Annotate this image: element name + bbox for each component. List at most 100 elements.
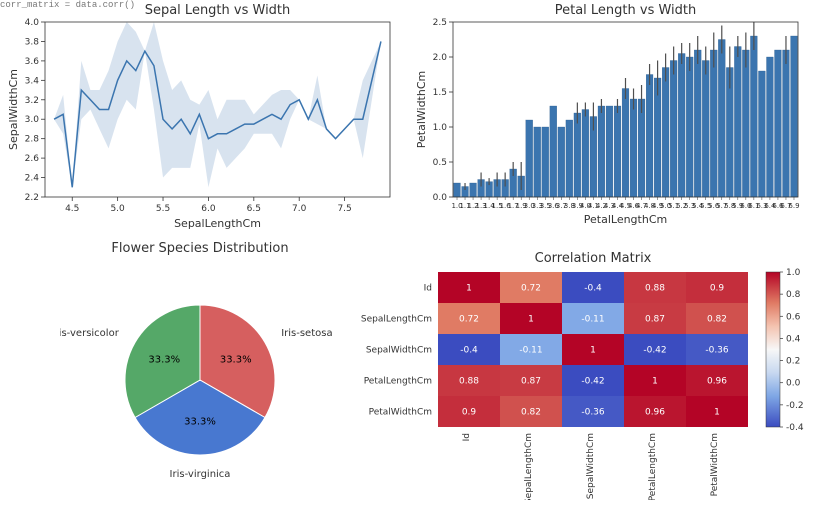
cbar-tick: 0.4 xyxy=(786,334,801,344)
bar xyxy=(662,68,669,198)
line-ci-band xyxy=(54,22,381,187)
heat-annot: 0.87 xyxy=(521,377,541,387)
heat-annot: 0.96 xyxy=(645,408,665,418)
line-ytick: 3.8 xyxy=(25,37,40,47)
bar xyxy=(750,36,757,197)
pie-label: Iris-virginica xyxy=(170,469,231,480)
bar-xtick: 6.9 xyxy=(788,202,799,210)
bar xyxy=(454,183,461,197)
bar xyxy=(775,50,782,197)
cbar-tick: 0.8 xyxy=(786,290,801,300)
heat-annot: 1 xyxy=(590,346,596,356)
bar xyxy=(606,106,613,197)
bar xyxy=(742,50,749,197)
bar-ytick: 0.0 xyxy=(433,193,448,203)
line-xtick: 4.5 xyxy=(65,204,79,214)
line-ytick: 2.6 xyxy=(25,154,40,164)
heat-xlabel: SepalLengthCm xyxy=(524,433,534,500)
colorbar xyxy=(766,272,780,427)
heat-ylabel: PetalWidthCm xyxy=(369,408,432,418)
heat-ylabel: SepalWidthCm xyxy=(366,346,432,356)
bar-ytick: 1.0 xyxy=(433,123,448,133)
pie-pct: 33.3% xyxy=(184,416,216,427)
pie-pct: 33.3% xyxy=(220,354,252,365)
heat-ylabel: SepalLengthCm xyxy=(361,315,432,325)
bar xyxy=(758,71,765,197)
heat-annot: -0.11 xyxy=(519,346,542,356)
bar xyxy=(582,110,589,198)
heat-annot: 0.72 xyxy=(459,315,479,325)
bar xyxy=(767,57,774,197)
figure-root: corr_matrix = data.corr() Sepal Length v… xyxy=(0,0,813,517)
bar xyxy=(694,50,701,197)
heat-annot: -0.4 xyxy=(460,346,478,356)
pie-label: Iris-setosa xyxy=(281,328,332,339)
cbar-tick: -0.4 xyxy=(786,423,804,433)
heat-annot: -0.4 xyxy=(584,284,602,294)
bar xyxy=(686,57,693,197)
bar xyxy=(646,75,653,198)
heat-annot: -0.11 xyxy=(581,315,604,325)
line-ytick: 3.0 xyxy=(25,115,40,125)
bar xyxy=(734,47,741,198)
heat-annot: 0.9 xyxy=(710,284,725,294)
line-ytick: 2.2 xyxy=(25,193,39,203)
heat-title: Correlation Matrix xyxy=(535,251,652,266)
heat-annot: 0.88 xyxy=(645,284,665,294)
bar xyxy=(638,99,645,197)
heat-annot: 1 xyxy=(466,284,472,294)
pie-title: Flower Species Distribution xyxy=(111,241,288,256)
bar xyxy=(534,127,541,197)
bar-chart: Petal Length vs Width0.00.51.01.52.02.51… xyxy=(413,2,808,232)
bar xyxy=(558,127,565,197)
heat-annot: 0.9 xyxy=(462,408,477,418)
bar xyxy=(718,40,725,198)
line-xtick: 7.5 xyxy=(337,204,351,214)
heat-annot: 0.96 xyxy=(707,377,727,387)
bar xyxy=(542,127,549,197)
pie-pct: 33.3% xyxy=(148,354,180,365)
heat-xlabel: PetalWidthCm xyxy=(710,433,720,496)
cbar-tick: 0.6 xyxy=(786,312,801,322)
line-xlabel: SepalLengthCm xyxy=(174,217,261,230)
bar xyxy=(678,54,685,198)
line-xtick: 5.0 xyxy=(110,204,125,214)
bar xyxy=(710,50,717,197)
heat-annot: 0.82 xyxy=(521,408,541,418)
bar xyxy=(566,120,573,197)
bar xyxy=(654,78,661,197)
line-ytick: 3.2 xyxy=(25,96,39,106)
line-ytick: 4.0 xyxy=(25,18,40,28)
heat-annot: 1 xyxy=(528,315,534,325)
bar-xlabel: PetalLengthCm xyxy=(584,213,667,226)
bar xyxy=(574,113,581,197)
heat-ylabel: PetalLengthCm xyxy=(364,377,432,387)
bar-ytick: 1.5 xyxy=(433,88,447,98)
heat-annot: 1 xyxy=(652,377,658,387)
line-chart: Sepal Length vs Width2.22.42.62.83.03.23… xyxy=(5,2,410,232)
bar xyxy=(791,36,798,197)
pie-label: Iris-versicolor xyxy=(60,328,120,339)
heat-annot: -0.42 xyxy=(581,377,604,387)
heat-annot: 0.87 xyxy=(645,315,665,325)
cbar-tick: 1.0 xyxy=(786,268,801,278)
bar xyxy=(783,50,790,197)
heat-annot: 1 xyxy=(714,408,720,418)
heat-xlabel: SepalWidthCm xyxy=(586,433,596,499)
line-xtick: 7.0 xyxy=(292,204,307,214)
heat-xlabel: Id xyxy=(462,433,472,441)
line-ytick: 3.4 xyxy=(25,76,40,86)
line-ytick: 2.4 xyxy=(25,174,40,184)
cbar-tick: 0.0 xyxy=(786,379,801,389)
cbar-tick: 0.2 xyxy=(786,357,800,367)
heat-annot: -0.36 xyxy=(705,346,729,356)
bar xyxy=(630,99,637,197)
line-ytick: 3.6 xyxy=(25,57,40,67)
bar-title: Petal Length vs Width xyxy=(555,3,697,18)
heat-annot: 0.82 xyxy=(707,315,727,325)
bar xyxy=(702,61,709,198)
heat-xlabel: PetalLengthCm xyxy=(648,433,658,500)
heat-annot: 0.88 xyxy=(459,377,479,387)
heat-ylabel: Id xyxy=(424,284,432,294)
heat-annot: -0.36 xyxy=(581,408,605,418)
